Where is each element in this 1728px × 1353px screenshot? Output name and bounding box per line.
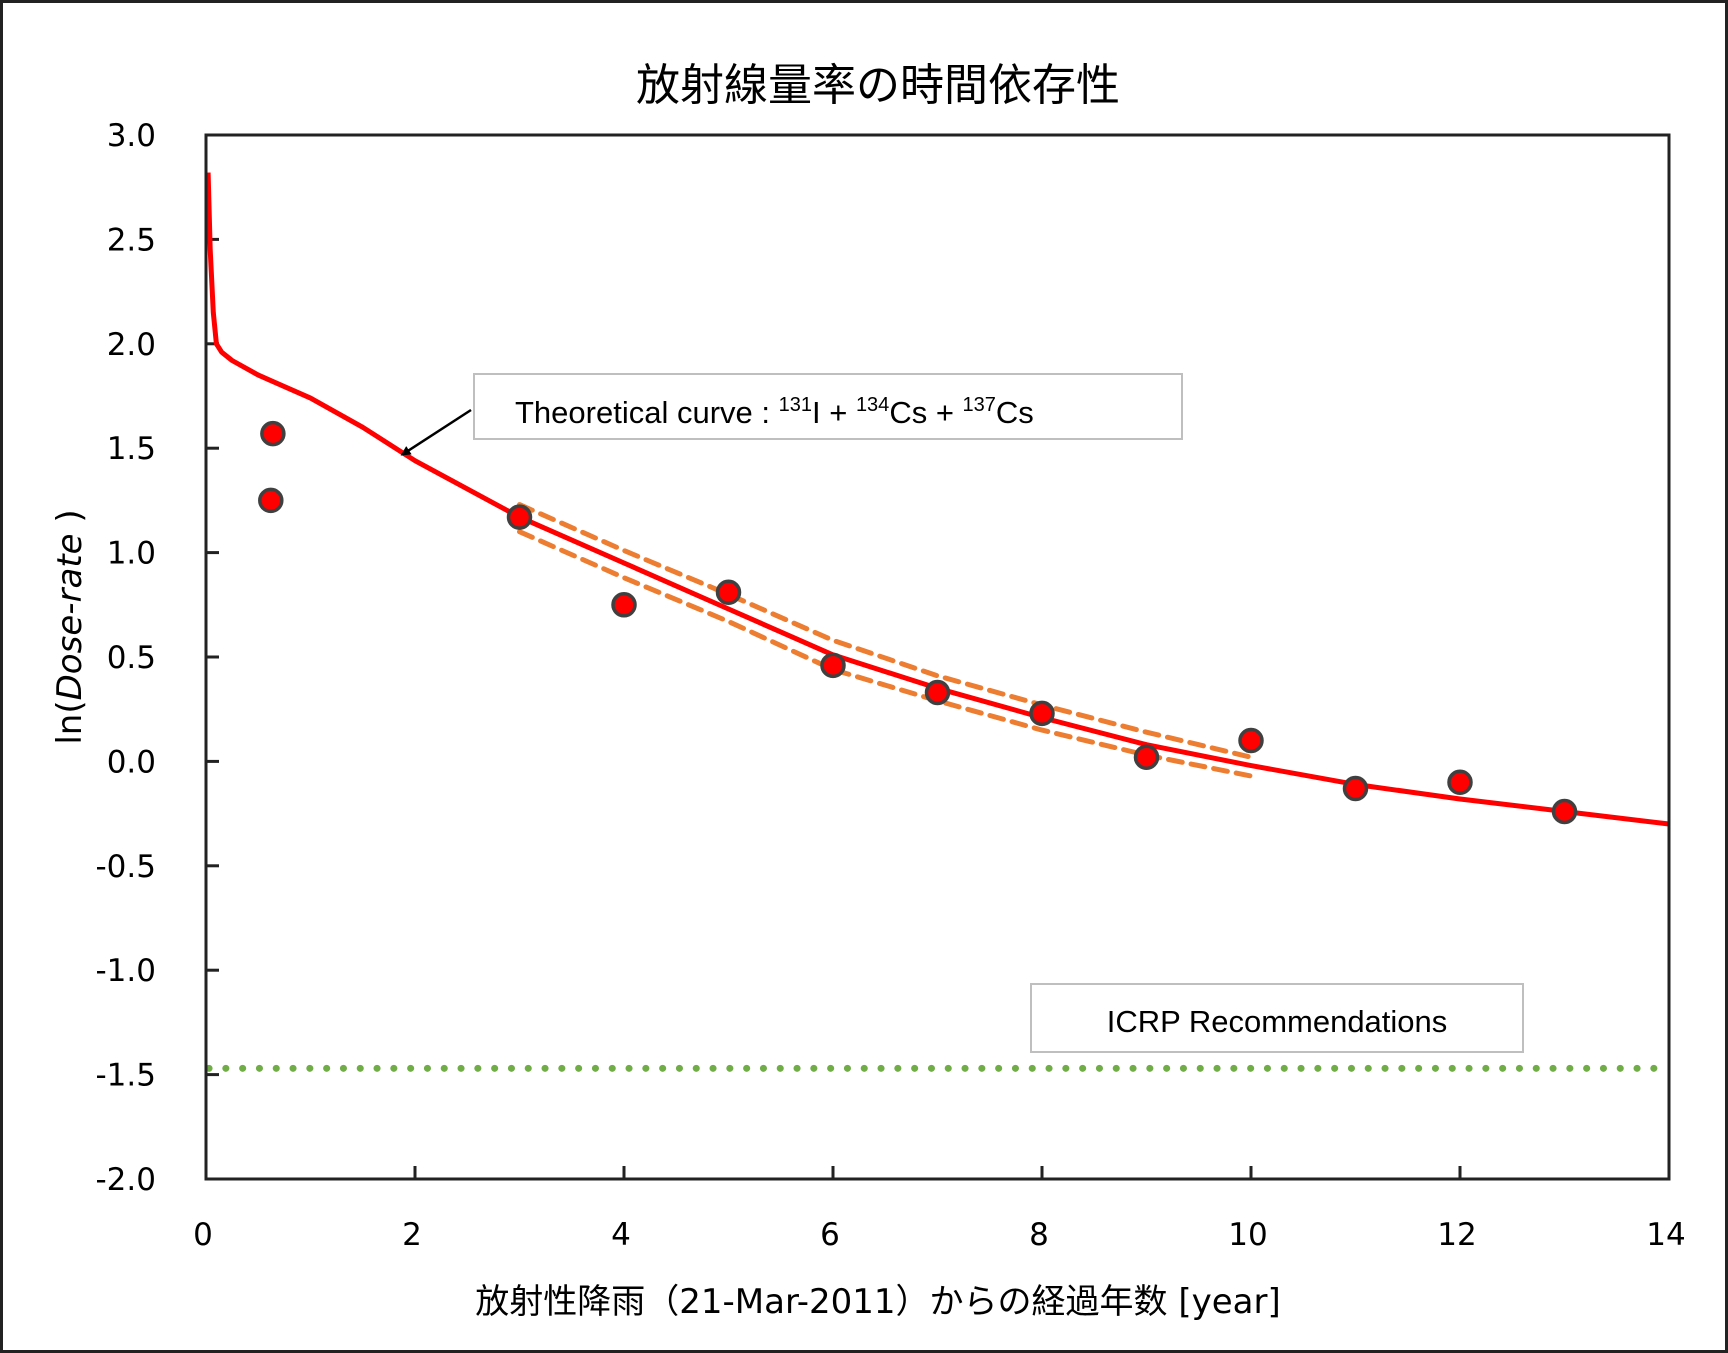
data-point	[611, 592, 637, 618]
y-tick-label: 2.0	[107, 327, 156, 363]
theoretical-curve-line	[205, 172, 1670, 827]
data-point	[715, 579, 742, 606]
y-tick-label: 0.5	[107, 640, 156, 676]
plot-area-border	[204, 133, 1671, 1181]
y-tick-label: 1.0	[107, 536, 156, 572]
annotation-iodine: I +	[812, 395, 856, 430]
y-axis-ticks: 3.0 2.5 2.0 1.5 1.0 0.5 0.0 -0.5 -1.0 -1.5 -2.0	[96, 118, 219, 1198]
x-tick-label: 0	[193, 1217, 213, 1253]
y-tick-label: -2.0	[96, 1162, 157, 1198]
theoretical-annotation-text: Theoretical curve : 131I + 134Cs + 137Cs	[515, 394, 1034, 430]
data-point	[506, 504, 533, 530]
annotation-sup-131: 131	[779, 394, 812, 416]
data-point	[1029, 700, 1055, 727]
x-axis-label: 放射性降雨（21-Mar-2011）からの経過年数 [year]	[475, 1282, 1281, 1322]
data-point	[1133, 744, 1160, 770]
data-point	[258, 487, 284, 514]
annotation-sup-137: 137	[963, 394, 996, 416]
annotation-arrow	[400, 408, 472, 456]
x-axis-ticks: 0 2 4 6 8 10 12 14	[193, 1166, 1686, 1253]
y-tick-label: 3.0	[107, 118, 156, 154]
x-tick-label: 14	[1646, 1217, 1685, 1253]
y-tick-label: -1.0	[96, 953, 157, 989]
annotation-prefix: Theoretical curve :	[515, 395, 779, 430]
upper-band-dashed-line	[517, 502, 1254, 760]
icrp-annotation: ICRP Recommendations	[1030, 983, 1524, 1053]
theoretical-curve-annotation: Theoretical curve : 131I + 134Cs + 137Cs	[400, 373, 1183, 456]
chart-title: 放射線量率の時間依存性	[636, 60, 1120, 111]
y-axis-label: ln(Dose-rate )	[50, 509, 90, 744]
x-tick-label: 12	[1437, 1217, 1476, 1253]
x-tick-label: 4	[611, 1217, 631, 1253]
data-point	[260, 420, 286, 447]
x-tick-label: 6	[820, 1217, 840, 1253]
data-point	[1447, 769, 1473, 796]
annotation-cs137: Cs	[996, 395, 1034, 430]
annotation-sup-134: 134	[856, 394, 889, 416]
annotation-cs134: Cs +	[889, 395, 962, 430]
y-tick-label: 1.5	[107, 431, 156, 467]
y-tick-label: -1.5	[96, 1058, 157, 1094]
lower-band-dashed-line	[517, 529, 1254, 779]
theoretical-annotation-box	[473, 373, 1183, 440]
series-layer	[205, 172, 1670, 1072]
y-tick-label: 0.0	[107, 744, 156, 780]
y-tick-label: -0.5	[96, 849, 157, 885]
data-point	[924, 679, 951, 706]
y-axis-label-italic: Dose-rate	[50, 533, 90, 700]
y-axis-label-prefix: ln(	[50, 700, 90, 744]
data-point	[820, 652, 846, 679]
x-tick-label: 10	[1228, 1217, 1267, 1253]
x-tick-label: 8	[1029, 1217, 1049, 1253]
data-point	[1342, 775, 1369, 802]
icrp-annotation-box	[1030, 983, 1524, 1053]
y-tick-label: 2.5	[107, 222, 156, 258]
y-axis-label-suffix: )	[50, 509, 90, 533]
icrp-annotation-text: ICRP Recommendations	[1107, 1004, 1448, 1039]
x-tick-label: 2	[402, 1217, 422, 1253]
data-point	[1551, 798, 1578, 825]
data-point	[1238, 727, 1264, 754]
